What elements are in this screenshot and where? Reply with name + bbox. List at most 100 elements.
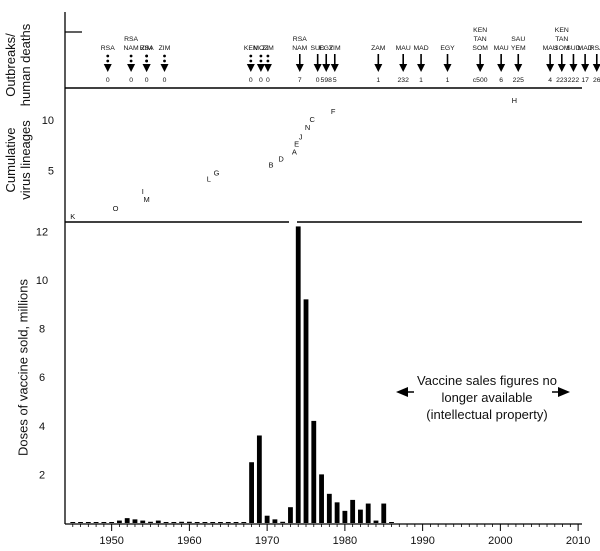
vaccine-bar-1971 — [272, 519, 278, 523]
outbreak-country-som: SOM — [554, 45, 570, 52]
solid-arrow-icon — [295, 64, 304, 72]
outbreak-country-tan: TAN — [474, 36, 487, 43]
vaccine-bar-1957 — [163, 522, 169, 523]
vaccine-bar-1985 — [381, 503, 387, 523]
vaccine-bar-1970 — [264, 515, 270, 523]
y-tick-label-vaccine-4: 4 — [39, 421, 45, 433]
outbreak-deaths-21: 222 — [568, 77, 580, 84]
note-line-2: longer available — [441, 390, 533, 405]
vaccine-bar-1953 — [132, 519, 138, 523]
outbreak-country-zim: ZIM — [262, 45, 274, 52]
dotted-arrow-icon — [246, 64, 255, 72]
outbreak-arrow-dot — [163, 54, 166, 58]
outbreak-arrow-dot — [129, 59, 133, 63]
vaccine-bar-1947 — [85, 522, 91, 523]
solid-arrow-icon — [557, 64, 566, 72]
outbreak-arrow-dot — [266, 59, 270, 63]
outbreak-arrow-dot — [106, 54, 110, 58]
dotted-arrow-icon — [160, 64, 169, 72]
outbreak-country-zam: ZAM — [371, 45, 386, 52]
chart-axes — [64, 12, 582, 525]
vaccine-bar-1954 — [140, 520, 146, 523]
dotted-arrow-icon — [142, 64, 151, 72]
vaccine-bar-1979 — [334, 502, 340, 523]
lineage-point-D: D — [278, 154, 284, 163]
x-tick-label-2010: 2010 — [566, 535, 590, 547]
vaccine-bar-1966 — [233, 522, 239, 523]
dotted-arrow-icon — [263, 64, 272, 72]
vaccine-bar-1948 — [93, 522, 99, 523]
note-line-3: (intellectual property) — [426, 407, 548, 422]
outbreak-country-zim: ZIM — [329, 45, 341, 52]
outbreak-country-rsa: RSA — [124, 36, 138, 43]
outbreak-country-zim: ZIM — [141, 45, 153, 52]
vaccine-bar-1952 — [124, 518, 130, 523]
solid-arrow-icon — [417, 64, 426, 72]
y-tick-label-vaccine-10: 10 — [36, 275, 48, 287]
lineage-point-N: N — [305, 123, 310, 132]
solid-arrow-icon — [497, 64, 506, 72]
lineage-point-L: L — [207, 175, 211, 184]
outbreak-country-nam: NAM — [292, 45, 307, 52]
lineage-point-C: C — [310, 115, 316, 124]
x-tick-label-1990: 1990 — [410, 535, 434, 547]
outbreak-country-mau: MAU — [396, 45, 411, 52]
outbreak-arrow-dot — [106, 59, 110, 63]
vaccine-bar-1968 — [249, 462, 254, 523]
vaccine-bar-1976 — [311, 420, 317, 523]
y-tick-label-vaccine-6: 6 — [39, 372, 45, 384]
outbreak-country-moz: MOZ — [253, 45, 268, 52]
note-line-1: Vaccine sales figures no — [417, 373, 557, 388]
solid-arrow-icon — [443, 64, 452, 72]
outbreak-deaths-23: 26 — [593, 77, 600, 84]
solid-arrow-icon — [546, 64, 555, 72]
vaccine-bar-1983 — [365, 503, 371, 523]
vaccine-bar-1975 — [303, 299, 309, 523]
vaccine-bar-1961 — [194, 522, 200, 523]
vaccine-bar-1986 — [389, 522, 394, 523]
vaccine-bar-1972 — [280, 521, 286, 523]
outbreak-deaths-19: 4 — [548, 77, 552, 84]
vaccine-bar-1956 — [155, 520, 161, 523]
vaccine-bar-1969 — [256, 435, 262, 523]
dotted-arrow-icon — [127, 64, 136, 72]
outbreak-deaths-0: 0 — [106, 77, 110, 84]
outbreak-arrow-dot — [249, 59, 253, 63]
y-tick-label-lineages-10: 10 — [42, 115, 54, 127]
vaccine-ylabel-text: Doses of vaccine sold, millions — [15, 278, 31, 457]
solid-arrow-icon — [476, 64, 485, 72]
solid-arrow-icon — [592, 64, 600, 72]
outbreak-country-som: SOM — [472, 45, 488, 52]
vaccine-bar-1945 — [70, 522, 76, 523]
solid-arrow-icon — [330, 64, 339, 72]
lineage-point-B: B — [269, 161, 274, 170]
vaccine-bar-1950 — [109, 522, 115, 523]
outbreak-country-rsa: RSA — [590, 45, 600, 52]
outbreak-deaths-15: 1 — [446, 77, 450, 84]
vaccine-bar-1963 — [210, 522, 216, 523]
outbreak-arrow-dot — [266, 54, 270, 58]
vaccine-bar-1973 — [288, 507, 293, 523]
outbreak-country-ken: KEN — [244, 45, 258, 52]
left-arrow-icon — [396, 387, 408, 397]
outbreak-deaths-8: 7 — [298, 77, 302, 84]
lineages-ylabel: Cumulative virus lineages — [3, 105, 33, 215]
lineage-point-F: F — [331, 107, 336, 116]
outbreak-country-egy: EGY — [440, 45, 455, 52]
vaccine-bar-1962 — [202, 522, 208, 523]
outbreak-deaths-6: 0 — [259, 77, 263, 84]
outbreak-deaths-14: 1 — [419, 77, 423, 84]
outbreak-deaths-5: 0 — [249, 77, 253, 84]
outbreak-country-mau: MAU — [494, 45, 509, 52]
outbreak-deaths-7: 0 — [266, 77, 270, 84]
outbreak-deaths-17: 6 — [499, 77, 503, 84]
vaccine-bar-1977 — [319, 474, 324, 523]
outbreak-country-nam: NAM — [124, 45, 139, 52]
outbreaks-ylabel: Outbreaks/ human deaths — [3, 15, 33, 115]
dotted-arrow-icon — [103, 64, 112, 72]
vaccine-bar-1967 — [241, 522, 247, 523]
vaccine-bar-1974 — [295, 226, 301, 523]
outbreak-country-sud: SUD — [566, 45, 580, 52]
outbreak-country-rsa: RSA — [293, 36, 307, 43]
lineage-point-O: O — [113, 204, 119, 213]
